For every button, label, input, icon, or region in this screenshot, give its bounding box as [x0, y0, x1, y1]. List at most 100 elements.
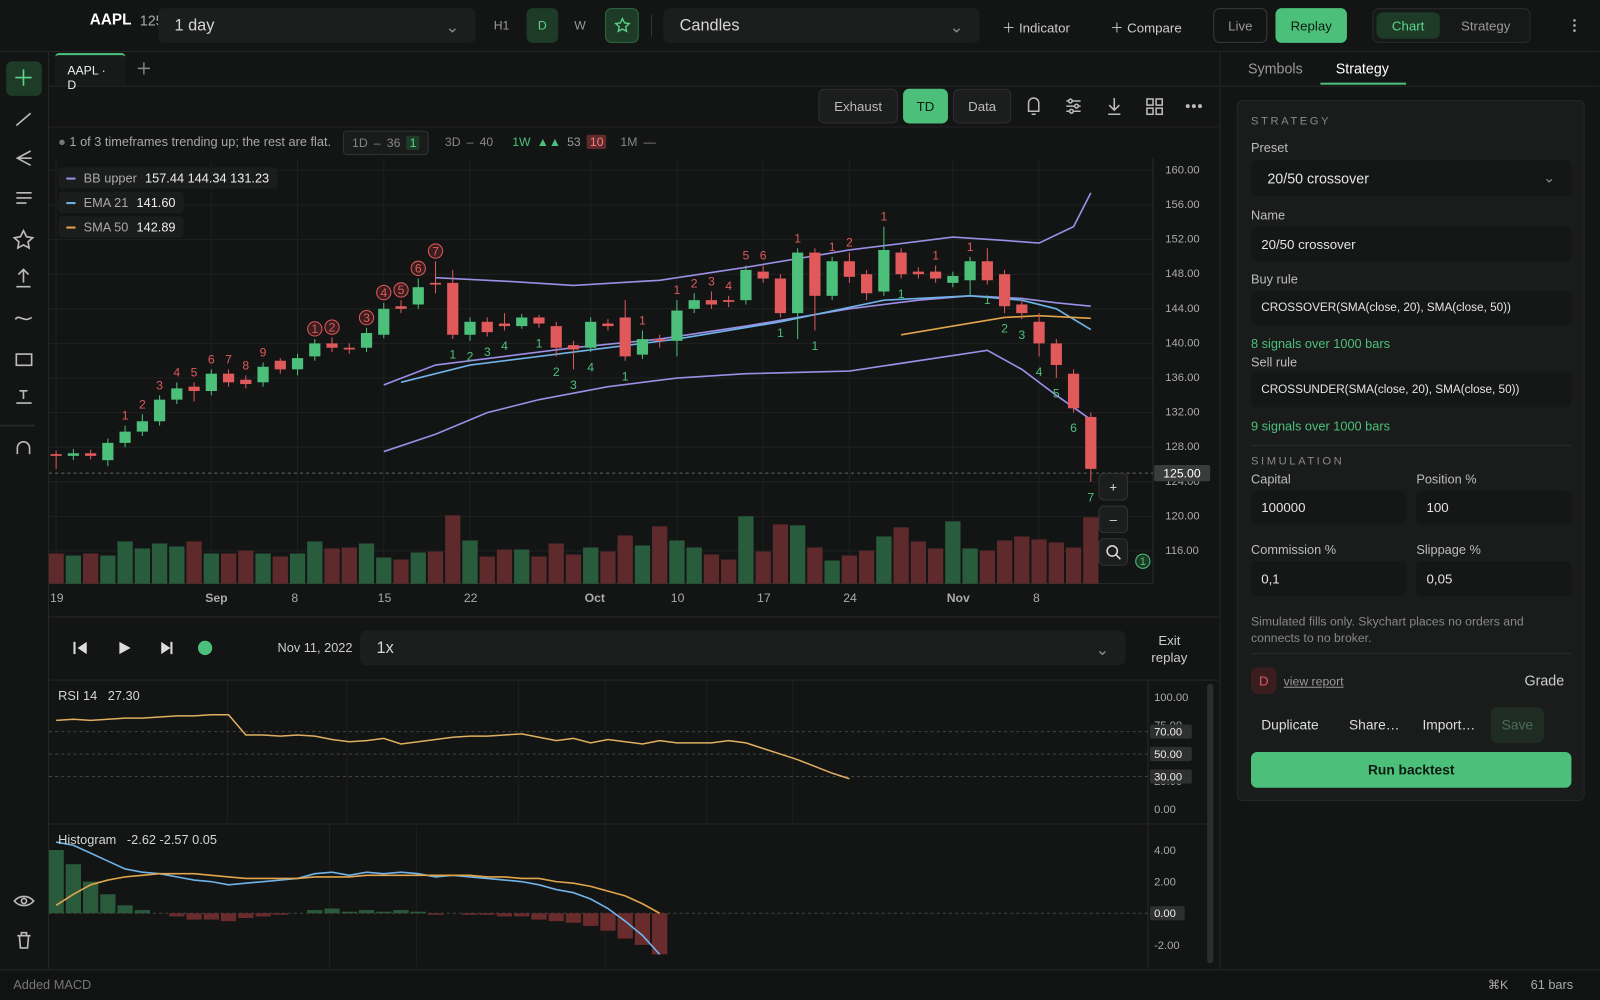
candle-body — [171, 388, 183, 400]
capital[interactable]: 100000 — [1251, 490, 1407, 525]
label: Buy rule — [1251, 272, 1298, 287]
volume-bar — [203, 553, 219, 584]
volume-bar — [462, 540, 478, 584]
td-circle — [393, 282, 409, 298]
td-count: 1 — [811, 339, 818, 353]
td-count: 5 — [743, 249, 750, 263]
candle-body — [257, 366, 269, 383]
charts: 19 Sep 8 15 22 Oct 10 17 24 Nov 8160.00156.00152.0… — [48, 158, 1211, 968]
td-count: 6 — [760, 249, 767, 263]
macd-line — [55, 872, 661, 914]
style-select[interactable]: Candles ⌄ — [663, 8, 980, 43]
chart-icons — [1027, 97, 1202, 116]
volume-bar — [686, 547, 702, 584]
volume-bar — [376, 557, 392, 584]
add-tab[interactable] — [137, 61, 151, 75]
td-count: 7 — [432, 244, 439, 258]
save[interactable]: Save — [1490, 707, 1544, 743]
candle-body — [102, 442, 114, 461]
mode-replay[interactable]: Replay — [1275, 8, 1347, 43]
indicator[interactable]: ＋ Indicator — [1002, 20, 1070, 36]
volume-bar — [1048, 542, 1064, 584]
td-count: 1 — [536, 336, 543, 350]
scrollbar[interactable] — [1207, 683, 1214, 964]
candle-body — [912, 271, 924, 275]
td-count: 2 — [329, 320, 336, 334]
x-tick-label: Nov — [947, 591, 970, 605]
y-tick-label: 136.00 — [1165, 372, 1199, 384]
candle-body — [947, 275, 959, 283]
zoom-button[interactable] — [1098, 505, 1129, 534]
tab-strategy[interactable]: Strategy — [1335, 60, 1389, 77]
y-tick-label: 120.00 — [1165, 510, 1199, 522]
shortcut: ⌘K — [1487, 977, 1509, 992]
tab[interactable]: AAPL · D — [55, 53, 126, 92]
td-count: 1 — [639, 313, 646, 327]
macd-line — [55, 841, 661, 955]
tab-symbols[interactable]: Symbols — [1247, 60, 1303, 77]
trend-count: 36 — [386, 135, 401, 150]
import[interactable]: Import… — [1422, 717, 1476, 733]
toolbar-button[interactable]: Data — [953, 88, 1012, 124]
volume-bar — [238, 550, 254, 584]
timeframe[interactable]: W — [574, 18, 586, 33]
commission[interactable]: 0,1 — [1251, 561, 1407, 596]
favorite[interactable] — [605, 8, 639, 43]
overlay-line — [435, 192, 1092, 287]
level-tag — [1149, 769, 1192, 784]
candle-body — [929, 271, 942, 279]
overlay-line — [400, 295, 1092, 384]
x-tick-label: 22 — [464, 591, 478, 605]
toolbar-button[interactable]: TD — [903, 88, 948, 124]
toolbar-button[interactable]: Exhaust — [818, 88, 898, 124]
td-count: 4 — [587, 361, 594, 375]
sell-rule[interactable]: CROSSUNDER(SMA(close, 20), SMA(close, 50… — [1251, 372, 1572, 408]
replay-controls[interactable] — [69, 638, 222, 658]
mode-live[interactable]: Live — [1213, 8, 1268, 43]
name-input[interactable]: 20/50 crossover — [1251, 226, 1572, 262]
menu[interactable] — [1571, 17, 1577, 33]
timeframe[interactable]: D — [526, 8, 559, 43]
legend-item: SMA 50 142.89 — [58, 216, 184, 238]
trend-summary: ● 1 of 3 timeframes trending up; the res… — [58, 134, 332, 149]
trend-count: 53 — [567, 134, 581, 149]
level-label: 70.00 — [1154, 727, 1182, 739]
view-chart[interactable]: Chart — [1376, 12, 1440, 39]
histogram-bar — [376, 911, 392, 914]
volume-bar — [669, 540, 685, 584]
preset-select[interactable]: 20/50 crossover ⌄ — [1251, 160, 1572, 196]
td-count: 1 — [311, 322, 318, 336]
buy-rule[interactable]: CROSSOVER(SMA(close, 20), SMA(close, 50)… — [1251, 290, 1572, 326]
y-tick-label: 2.00 — [1154, 877, 1176, 889]
y-tick-label: 144.00 — [1165, 303, 1199, 315]
interval-select[interactable]: 1 day ⌄ — [158, 8, 476, 43]
td-count: 4 — [173, 365, 180, 379]
trend-item: 3D –40 — [437, 131, 502, 153]
zoom-button[interactable] — [1098, 472, 1129, 501]
volume-bar — [169, 546, 185, 584]
divider — [0, 51, 1600, 53]
histogram-bar — [410, 911, 426, 914]
zoom-label: – — [1110, 512, 1118, 527]
candle-body — [998, 274, 1011, 307]
candle-body — [688, 300, 700, 309]
candle-body — [498, 323, 511, 327]
compare[interactable]: ＋ Compare — [1110, 20, 1182, 36]
share[interactable]: Share… — [1348, 717, 1400, 733]
run-backtest[interactable]: Run backtest — [1251, 752, 1572, 788]
exit-replay[interactable]: Exit replay — [1151, 632, 1188, 666]
view-report[interactable]: view report — [1283, 674, 1344, 689]
slippage[interactable]: 0,05 — [1416, 561, 1572, 596]
histogram-bar — [548, 913, 564, 922]
position[interactable]: 100 — [1416, 490, 1572, 525]
histogram-bar — [203, 913, 219, 920]
td-circle — [358, 309, 375, 326]
duplicate[interactable]: Duplicate — [1261, 717, 1319, 733]
view-strategy[interactable]: Strategy — [1460, 17, 1511, 34]
y-tick-label: 140.00 — [1165, 337, 1199, 349]
y-tick-label: 0.00 — [1154, 804, 1176, 816]
candle-body — [1033, 321, 1045, 344]
td-count: 5 — [191, 365, 198, 379]
timeframe[interactable]: H1 — [493, 18, 510, 33]
speed-select[interactable]: 1x ⌄ — [360, 630, 1126, 666]
